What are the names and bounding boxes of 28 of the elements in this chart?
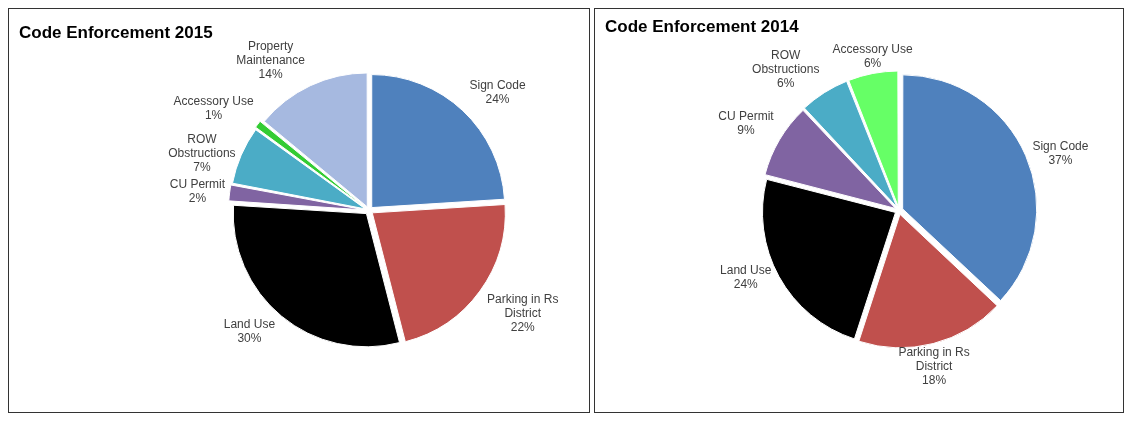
slice-label: ROW Obstructions [168,131,236,160]
slice-label: Parking in Rs District [898,345,970,374]
chart-title: Code Enforcement 2015 [19,23,213,43]
data-label: 2% [188,191,207,206]
slice-label: Sign Code [469,78,526,93]
slice-label: CU Permit [718,109,775,124]
slice-label: CU Permit [169,177,226,192]
data-label: 37% [1048,152,1073,167]
slice-label: Accessory Use [173,94,254,109]
data-label: 6% [863,56,882,71]
data-label: 24% [733,276,759,291]
data-label: 18% [922,373,947,388]
data-label: 24% [485,92,510,107]
data-label: 7% [193,159,211,174]
data-label: 1% [204,108,223,123]
slice-label: Sign Code [1032,138,1089,153]
data-label: 30% [237,331,262,346]
slice-label: ROW Obstructions [752,47,820,76]
slice-label: Land Use [223,317,276,332]
data-label: 22% [510,319,536,334]
slice-label: Property Maintenance [236,39,306,68]
data-label: 6% [777,75,795,90]
slice-label: Land Use [720,262,772,277]
data-label: 14% [258,67,283,82]
chart-title: Code Enforcement 2014 [605,17,799,37]
slice-label: Accessory Use [832,42,913,57]
slice-label: Parking in Rs District [487,291,559,320]
data-label: 9% [737,123,755,138]
